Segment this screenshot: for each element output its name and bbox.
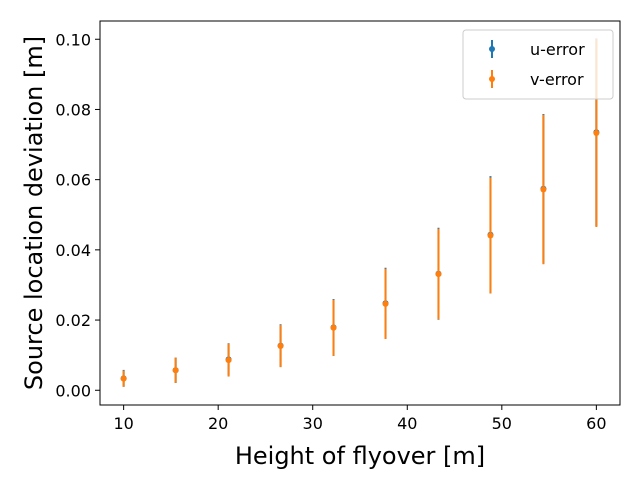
data-point [593, 129, 600, 136]
series-v-error [120, 38, 600, 387]
axes-frame [99, 20, 621, 406]
legend-label-v-error: v-error [530, 70, 584, 89]
legend-entry-v-error: v-error [489, 70, 584, 89]
y-tick-label: 0.02 [55, 311, 91, 330]
x-axis-label: Height of flyover [m] [235, 442, 485, 470]
legend: u-error v-error [462, 29, 614, 100]
legend-marker-u-error [489, 46, 495, 52]
x-tick-label: 10 [113, 414, 133, 433]
y-tick-label: 0.04 [55, 241, 91, 260]
x-tick-label: 50 [492, 414, 512, 433]
y-tick-label: 0.08 [55, 100, 91, 119]
legend-marker-v-error [489, 76, 495, 82]
legend-label-u-error: u-error [530, 40, 585, 59]
y-tick-label: 0.06 [55, 171, 91, 190]
data-point [172, 367, 179, 374]
x-tick-label: 40 [397, 414, 417, 433]
x-tick-label: 20 [208, 414, 228, 433]
y-tick-label: 0.10 [55, 30, 91, 49]
data-point [382, 300, 389, 307]
y-tick-label: 0.00 [55, 381, 91, 400]
data-point [120, 375, 127, 382]
data-point [487, 232, 494, 239]
plot-area [120, 38, 600, 387]
x-axis-ticks: 10 20 30 40 50 60 [113, 405, 607, 433]
x-tick-label: 60 [586, 414, 606, 433]
data-point [435, 271, 442, 278]
data-point [330, 324, 337, 331]
y-axis-label: Source location deviation [m] [20, 36, 48, 390]
data-point [277, 343, 284, 350]
data-point [540, 186, 547, 193]
legend-box [462, 29, 614, 100]
x-tick-label: 30 [303, 414, 323, 433]
legend-entry-u-error: u-error [489, 40, 585, 59]
y-axis-ticks: 0.00 0.02 0.04 0.06 0.08 0.10 [55, 30, 100, 400]
data-point [225, 357, 232, 364]
